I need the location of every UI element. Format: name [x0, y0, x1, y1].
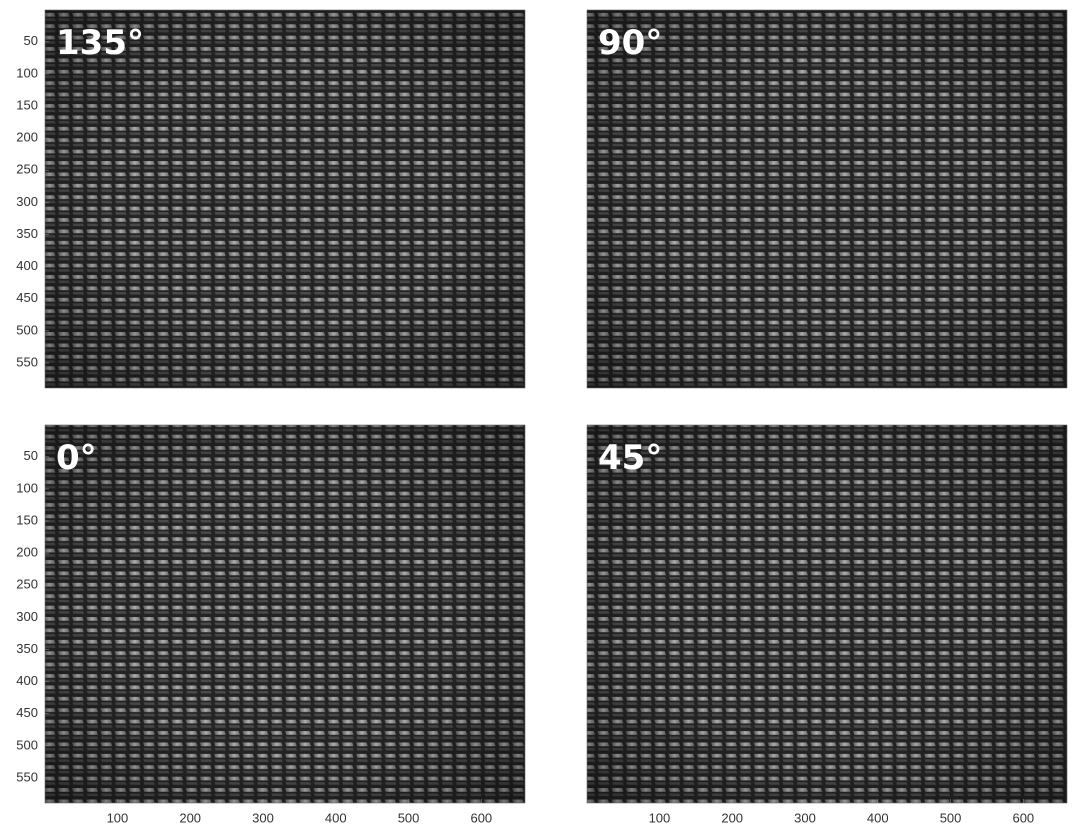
image-panel: 135° 50 100 150 200 250 300 350 400 450 500 550: [16, 10, 525, 388]
x-tick-label: 100: [649, 810, 671, 825]
y-tick-label: 150: [16, 97, 38, 112]
x-tick-label: 400: [325, 810, 347, 825]
y-tick-label: 50: [24, 448, 38, 463]
panel-label: 0°: [56, 438, 97, 478]
image-panel: 0° 50 100 150 200 250 300 350 400 450 500 550 100 200…: [16, 425, 525, 825]
x-tick-label: 600: [470, 810, 492, 825]
x-tick-label: 100: [107, 810, 129, 825]
image-panel: 90°: [587, 10, 1067, 388]
image-shade: [587, 425, 1067, 803]
y-tick-label: 350: [16, 641, 38, 656]
x-tick-label: 300: [252, 810, 274, 825]
y-tick-label: 550: [16, 769, 38, 784]
y-tick-label: 200: [16, 130, 38, 145]
y-tick-label: 500: [16, 322, 38, 337]
y-tick-label: 500: [16, 737, 38, 752]
y-tick-label: 150: [16, 512, 38, 527]
y-tick-label: 300: [16, 194, 38, 209]
y-tick-label: 200: [16, 545, 38, 560]
image-shade: [587, 10, 1067, 388]
y-tick-label: 250: [16, 577, 38, 592]
y-tick-label: 50: [24, 33, 38, 48]
y-tick-label: 550: [16, 354, 38, 369]
image-shade: [45, 425, 525, 803]
y-tick-label: 400: [16, 258, 38, 273]
x-tick-label: 200: [721, 810, 743, 825]
y-tick-label: 400: [16, 673, 38, 688]
y-tick-label: 300: [16, 609, 38, 624]
x-tick-label: 200: [179, 810, 201, 825]
figure: 135° 50 100 150 200 250 300 350 400 450 500 550 90° 0…: [0, 0, 1072, 829]
x-tick-label: 500: [940, 810, 962, 825]
x-tick-label: 500: [398, 810, 420, 825]
y-tick-label: 100: [16, 65, 38, 80]
y-tick-label: 450: [16, 290, 38, 305]
y-tick-label: 450: [16, 705, 38, 720]
panel-label: 135°: [56, 23, 144, 63]
x-tick-label: 600: [1012, 810, 1034, 825]
panel-label: 90°: [598, 23, 662, 63]
x-tick-label: 400: [867, 810, 889, 825]
y-tick-label: 250: [16, 162, 38, 177]
y-tick-label: 100: [16, 480, 38, 495]
x-tick-label: 300: [794, 810, 816, 825]
image-shade: [45, 10, 525, 388]
image-panel: 45° 100 200 300 400 500 600: [587, 425, 1067, 825]
panel-label: 45°: [598, 438, 662, 478]
y-tick-label: 350: [16, 226, 38, 241]
